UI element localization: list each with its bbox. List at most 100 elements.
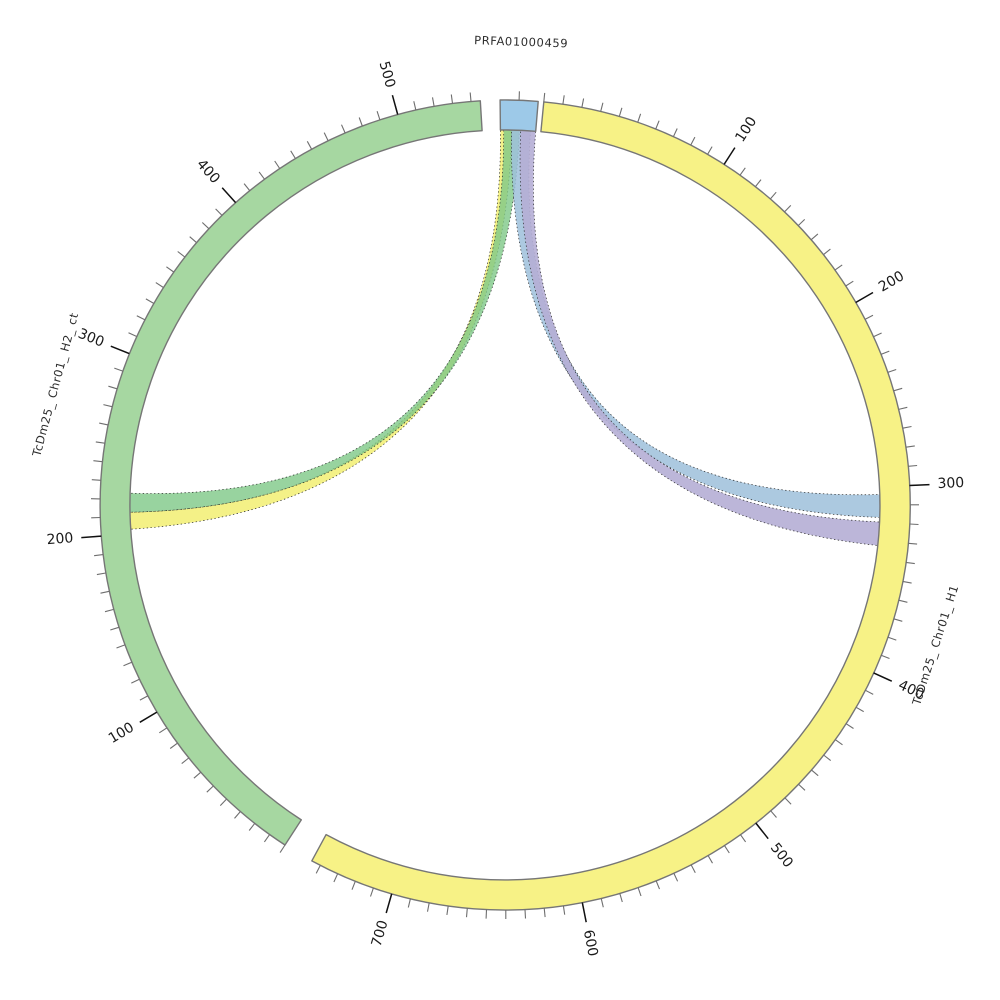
minor-tick bbox=[94, 554, 104, 557]
minor-tick bbox=[908, 464, 918, 467]
minor-tick bbox=[845, 723, 854, 729]
tick-label: 500 bbox=[767, 840, 796, 871]
minor-tick bbox=[333, 873, 339, 883]
minor-tick bbox=[908, 542, 918, 545]
minor-tick bbox=[845, 280, 854, 287]
minor-tick bbox=[707, 146, 713, 155]
minor-tick bbox=[784, 205, 792, 213]
minor-tick bbox=[707, 855, 713, 864]
minor-tick bbox=[145, 298, 154, 304]
minor-tick bbox=[655, 120, 660, 130]
minor-tick bbox=[93, 460, 103, 463]
minor-tick bbox=[723, 845, 730, 854]
minor-tick bbox=[258, 171, 265, 180]
tick-label: 200 bbox=[46, 530, 74, 548]
minor-tick bbox=[123, 661, 133, 667]
minor-tick bbox=[193, 771, 202, 779]
major-tick bbox=[581, 902, 587, 923]
minor-tick bbox=[215, 208, 223, 216]
minor-tick bbox=[784, 797, 792, 805]
minor-tick bbox=[798, 783, 806, 791]
minor-tick bbox=[315, 865, 321, 874]
minor-tick bbox=[96, 572, 106, 576]
minor-tick bbox=[431, 97, 435, 107]
minor-tick bbox=[323, 132, 329, 141]
minor-tick bbox=[834, 739, 843, 746]
minor-tick bbox=[739, 834, 747, 843]
minor-tick bbox=[136, 315, 146, 321]
major-tick bbox=[110, 345, 130, 355]
tick-label: 700 bbox=[369, 918, 392, 948]
minor-tick bbox=[358, 117, 363, 127]
minor-tick bbox=[100, 590, 110, 594]
tick-label: 500 bbox=[375, 60, 398, 90]
major-tick bbox=[873, 672, 893, 682]
minor-tick bbox=[376, 111, 381, 120]
segment-name-contig: PRFA01000459 bbox=[474, 33, 569, 50]
minor-tick bbox=[465, 908, 468, 918]
minor-tick bbox=[543, 908, 546, 918]
minor-tick bbox=[902, 425, 912, 429]
minor-tick bbox=[637, 113, 642, 123]
minor-tick bbox=[177, 251, 186, 258]
minor-tick bbox=[369, 887, 374, 897]
minor-tick bbox=[243, 183, 251, 191]
minor-tick bbox=[139, 695, 149, 701]
segment-name-h2: TcDm25_ Chr01_ H2_ ct bbox=[29, 311, 81, 459]
minor-tick bbox=[206, 785, 214, 793]
minor-tick bbox=[600, 102, 604, 112]
tick-label: 300 bbox=[937, 475, 964, 492]
minor-tick bbox=[810, 233, 819, 241]
minor-tick bbox=[902, 580, 912, 584]
minor-tick bbox=[898, 406, 908, 410]
minor-tick bbox=[110, 626, 120, 631]
minor-tick bbox=[116, 644, 126, 649]
major-tick bbox=[385, 893, 393, 914]
minor-tick bbox=[637, 887, 642, 897]
minor-tick bbox=[618, 107, 623, 117]
minor-tick bbox=[690, 136, 696, 146]
minor-tick bbox=[104, 608, 114, 613]
minor-tick bbox=[673, 872, 679, 882]
minor-tick bbox=[893, 387, 903, 392]
minor-tick bbox=[201, 222, 210, 230]
major-tick bbox=[723, 147, 736, 165]
minor-tick bbox=[887, 636, 897, 641]
minor-tick bbox=[181, 757, 190, 765]
minor-tick bbox=[524, 909, 527, 919]
minor-tick bbox=[340, 124, 346, 134]
minor-tick bbox=[426, 902, 430, 912]
major-tick bbox=[755, 822, 769, 840]
minor-tick bbox=[450, 94, 454, 104]
minor-tick bbox=[655, 880, 661, 890]
tick-label: 100 bbox=[106, 720, 137, 747]
major-tick bbox=[139, 711, 158, 723]
minor-tick bbox=[811, 769, 819, 777]
minor-tick bbox=[469, 92, 472, 102]
minor-tick bbox=[131, 678, 140, 684]
minor-tick bbox=[769, 191, 777, 200]
minor-tick bbox=[99, 422, 109, 426]
minor-tick bbox=[274, 160, 281, 169]
major-tick bbox=[81, 535, 102, 539]
minor-tick bbox=[446, 905, 449, 915]
minor-tick bbox=[619, 893, 623, 903]
minor-tick bbox=[770, 810, 777, 818]
minor-tick bbox=[823, 754, 832, 762]
minor-tick bbox=[905, 561, 915, 565]
minor-tick bbox=[754, 179, 762, 188]
minor-tick bbox=[407, 898, 411, 908]
minor-tick bbox=[690, 864, 696, 873]
ribbon-align-green bbox=[129, 129, 520, 513]
minor-tick bbox=[95, 441, 105, 444]
minor-tick bbox=[248, 823, 256, 831]
minor-tick bbox=[219, 798, 227, 806]
minor-tick bbox=[543, 92, 546, 102]
minor-tick bbox=[155, 282, 164, 288]
minor-tick bbox=[600, 898, 604, 908]
minor-tick bbox=[169, 742, 178, 749]
major-tick bbox=[221, 187, 237, 204]
segment-band-contig bbox=[499, 99, 539, 132]
minor-tick bbox=[893, 618, 903, 622]
